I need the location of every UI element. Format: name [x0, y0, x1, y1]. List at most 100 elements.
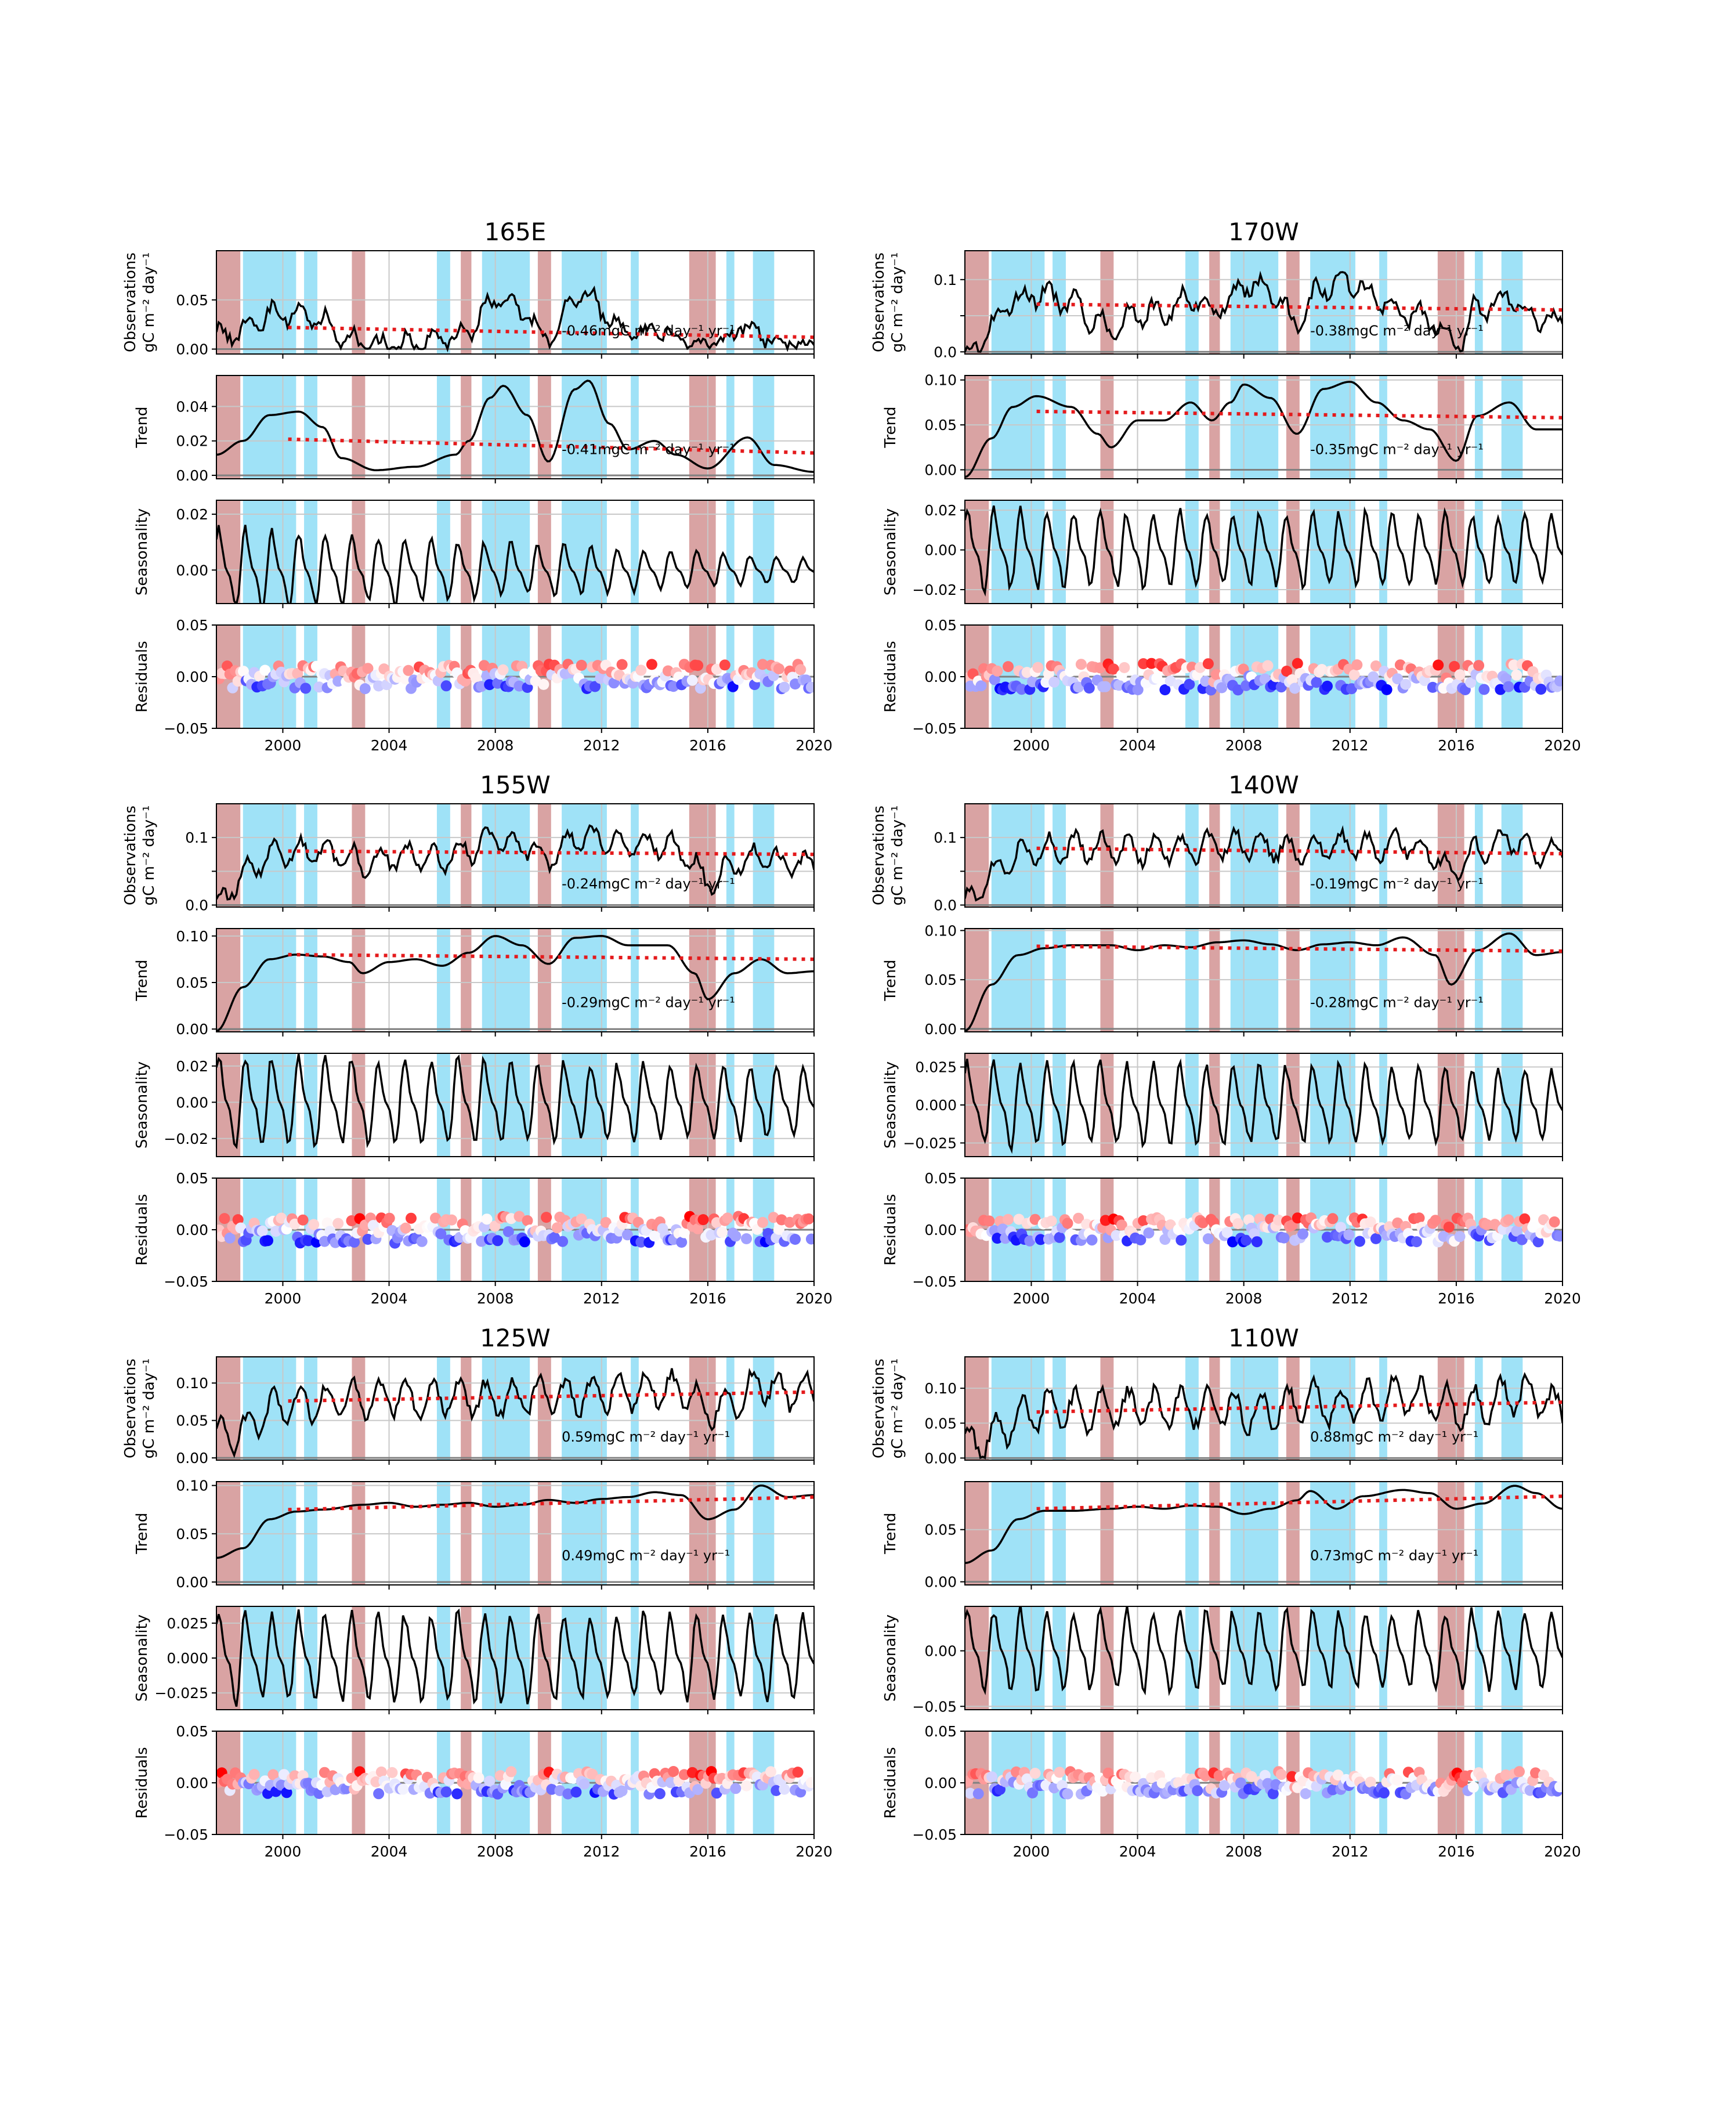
trend-ylabel: Trend: [133, 1512, 151, 1554]
residual-point: [986, 1771, 997, 1783]
elnino-band: [1286, 1482, 1300, 1585]
y-tick-label: 0.05: [924, 1415, 957, 1432]
lanina-band: [482, 929, 530, 1032]
lanina-band: [1379, 251, 1387, 354]
residual-point: [1016, 684, 1028, 695]
seas-panel: −0.025 0.000 0.025 Seasonality: [133, 1606, 815, 1714]
elnino-band: [689, 500, 716, 604]
x-tick-label: 2012: [1332, 737, 1369, 754]
residual-point: [608, 677, 620, 689]
lanina-band: [1310, 1482, 1355, 1585]
residual-point: [1159, 684, 1171, 696]
x-tick-label: 2000: [1013, 737, 1050, 754]
elnino-band: [1100, 804, 1114, 907]
residual-point: [1243, 1214, 1254, 1226]
residual-point: [1335, 1222, 1347, 1233]
y-tick-label: 0.025: [915, 1059, 957, 1076]
x-tick-label: 2016: [689, 737, 726, 754]
residual-point: [1286, 1771, 1298, 1782]
residual-point: [538, 678, 549, 690]
res-ylabel: Residuals: [133, 1747, 151, 1818]
elnino-band: [965, 375, 989, 479]
trend-ylabel: Trend: [133, 959, 151, 1001]
residual-point: [1292, 658, 1303, 669]
lanina-band: [991, 1482, 1045, 1585]
x-tick-label: 2000: [1013, 1290, 1050, 1307]
residual-point: [1443, 1222, 1455, 1233]
seasonality-line: [965, 1058, 1563, 1154]
lanina-band: [304, 1053, 317, 1157]
trend-panel: 0.73mgC m⁻² day⁻¹ yr⁻¹ 0.00 0.05 Trend: [882, 1481, 1563, 1591]
y-tick-label: 0.00: [176, 1450, 208, 1467]
axes-frame: [964, 1356, 1563, 1461]
residual-point: [248, 1769, 260, 1780]
residual-point: [362, 1234, 374, 1245]
trend-panel: -0.28mgC m⁻² day⁻¹ yr⁻¹ 0.00 0.05 0.10 Trend: [882, 922, 1563, 1038]
station-title: 110W: [1228, 1324, 1299, 1352]
residual-point: [805, 1777, 814, 1789]
residual-point: [1327, 1784, 1339, 1796]
y-tick-label: −0.05: [912, 1698, 957, 1715]
residual-point: [1100, 681, 1111, 692]
residual-point: [1508, 659, 1520, 671]
elnino-band: [216, 929, 241, 1032]
station-group-155w: 155W -0.24mgC m⁻² day⁻¹ yr⁻¹ 0.0 0.1 Observa…: [122, 771, 833, 1307]
x-tick-label: 2000: [265, 1290, 302, 1307]
residual-point: [578, 1778, 590, 1790]
trend-plot-area: [216, 1482, 814, 1585]
residual-point: [1108, 663, 1119, 675]
residual-point: [232, 676, 244, 687]
lanina-band: [1474, 1482, 1483, 1585]
observations-line: [216, 824, 814, 901]
y-tick-label: 0.00: [176, 562, 208, 579]
trend-fit-line: [288, 952, 814, 961]
x-tick-label: 2004: [1119, 1290, 1156, 1307]
lanina-band: [726, 804, 735, 907]
lanina-band: [1185, 1606, 1199, 1710]
residual-point: [779, 1783, 790, 1795]
residual-point: [649, 1230, 660, 1242]
residual-point: [992, 665, 1003, 677]
lanina-band: [726, 500, 735, 604]
residual-point: [1430, 1215, 1441, 1226]
trend-plot-area: [965, 1482, 1563, 1585]
residual-point: [1159, 1234, 1171, 1245]
elnino-band: [352, 375, 366, 479]
residual-point: [1354, 1236, 1365, 1247]
seas-ylabel: Seasonality: [882, 508, 899, 595]
residual-point: [1327, 1213, 1339, 1225]
residual-point: [546, 1783, 558, 1795]
y-tick-label: 0.04: [176, 398, 208, 415]
obs-panel: -0.38mgC m⁻² day⁻¹ yr⁻¹ 0.0 0.1 Observation…: [870, 250, 1563, 360]
elnino-band: [461, 804, 472, 907]
obs-plot-area: [216, 251, 814, 354]
obs-ylabel-units: gC m⁻² day⁻¹: [889, 1359, 906, 1459]
seasonality-line: [216, 1053, 814, 1150]
res-plot-area: [216, 1731, 814, 1834]
residual-point: [362, 663, 374, 674]
elnino-band: [1437, 804, 1464, 907]
residual-point: [600, 1217, 612, 1228]
residual-point: [1100, 1215, 1111, 1226]
obs-trend-annotation: -0.19mgC m⁻² day⁻¹ yr⁻¹: [1310, 876, 1484, 892]
residual-point: [1232, 684, 1244, 696]
residual-point: [400, 673, 411, 685]
x-tick-label: 2016: [1438, 1290, 1475, 1307]
elnino-band: [352, 251, 366, 354]
lanina-band: [1474, 1357, 1483, 1460]
residual-point: [983, 1215, 995, 1227]
residual-point: [359, 683, 371, 695]
obs-ylabel-units: gC m⁻² day⁻¹: [140, 1359, 158, 1459]
x-tick-label: 2004: [371, 737, 408, 754]
elnino-band: [461, 251, 472, 354]
residual-point: [1054, 1231, 1065, 1243]
lanina-band: [1310, 251, 1355, 354]
residual-point: [1503, 1214, 1514, 1226]
x-tick-label: 2012: [1332, 1843, 1369, 1860]
residual-point: [451, 1788, 463, 1800]
y-tick-label: 0.00: [924, 462, 957, 479]
residual-point: [321, 1217, 333, 1229]
y-tick-label: 0.00: [924, 1450, 957, 1467]
lanina-band: [726, 375, 735, 479]
seas-plot-area: [965, 500, 1563, 604]
